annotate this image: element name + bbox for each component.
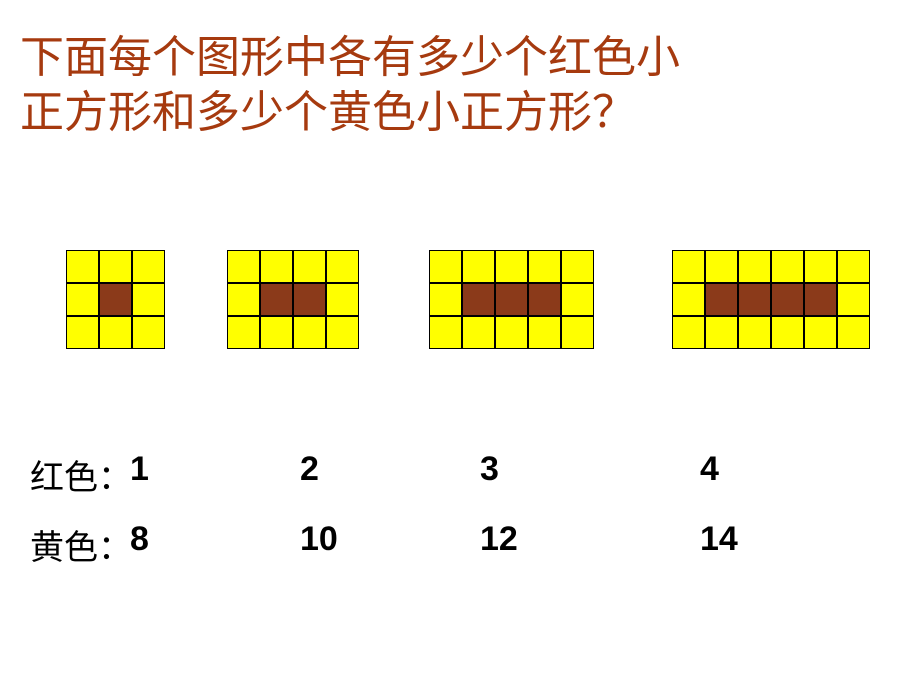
grid-cell — [227, 316, 260, 349]
grid-cell — [260, 283, 293, 316]
grid-cell — [326, 250, 359, 283]
grid-cell — [293, 316, 326, 349]
grid-cell — [561, 316, 594, 349]
grid-cell — [227, 283, 260, 316]
grid-cell — [804, 283, 837, 316]
grid-cell — [804, 316, 837, 349]
grid-cell — [495, 283, 528, 316]
grid-cell — [771, 250, 804, 283]
red-answer-row: 红色： — [30, 450, 132, 499]
grid-cell — [738, 250, 771, 283]
answer-value: 8 — [130, 520, 149, 559]
grid-cell — [462, 283, 495, 316]
grid-cell — [462, 316, 495, 349]
grid-cell — [429, 316, 462, 349]
grid-cell — [326, 283, 359, 316]
grid-cell — [429, 250, 462, 283]
grid-cell — [672, 316, 705, 349]
answer-value: 3 — [480, 450, 499, 489]
grid-cell — [132, 250, 165, 283]
yellow-answer-row: 黄色： — [30, 520, 132, 569]
grid-cell — [738, 316, 771, 349]
grid-cell — [66, 283, 99, 316]
figure-2 — [227, 250, 359, 349]
figure-4 — [672, 250, 870, 349]
grid-cell — [771, 316, 804, 349]
figure-1 — [66, 250, 165, 349]
grid-cell — [462, 250, 495, 283]
grid-cell — [837, 250, 870, 283]
grid-cell — [99, 250, 132, 283]
grid-cell — [561, 283, 594, 316]
answer-value: 14 — [700, 520, 738, 559]
grid-cell — [495, 250, 528, 283]
grid-cell — [672, 250, 705, 283]
grid-cell — [429, 283, 462, 316]
grid-cell — [738, 283, 771, 316]
question-text: 下面每个图形中各有多少个红色小正方形和多少个黄色小正方形？ — [20, 30, 920, 140]
grid-cell — [528, 316, 561, 349]
grid-cell — [260, 250, 293, 283]
figures-row — [66, 250, 900, 349]
figure-3 — [429, 250, 594, 349]
red-label: 红色： — [30, 450, 132, 499]
grid-cell — [771, 283, 804, 316]
question-line1: 下面每个图形中各有多少个红色小 — [20, 33, 680, 82]
answer-value: 12 — [480, 520, 518, 559]
grid-cell — [561, 250, 594, 283]
grid-cell — [132, 283, 165, 316]
grid-cell — [837, 316, 870, 349]
grid-cell — [99, 283, 132, 316]
grid-cell — [837, 283, 870, 316]
grid-cell — [495, 316, 528, 349]
grid-cell — [132, 316, 165, 349]
question-line2: 正方形和多少个黄色小正方形？ — [20, 88, 636, 137]
answer-value: 10 — [300, 520, 338, 559]
grid-cell — [227, 250, 260, 283]
answer-value: 4 — [700, 450, 719, 489]
grid-cell — [293, 283, 326, 316]
grid-cell — [528, 250, 561, 283]
grid-cell — [326, 316, 359, 349]
grid-cell — [293, 250, 326, 283]
grid-cell — [66, 250, 99, 283]
grid-cell — [528, 283, 561, 316]
grid-cell — [260, 316, 293, 349]
grid-cell — [705, 316, 738, 349]
grid-cell — [99, 316, 132, 349]
grid-cell — [705, 250, 738, 283]
grid-cell — [804, 250, 837, 283]
yellow-label: 黄色： — [30, 520, 132, 569]
grid-cell — [672, 283, 705, 316]
answer-value: 2 — [300, 450, 319, 489]
answer-value: 1 — [130, 450, 149, 489]
grid-cell — [705, 283, 738, 316]
grid-cell — [66, 316, 99, 349]
